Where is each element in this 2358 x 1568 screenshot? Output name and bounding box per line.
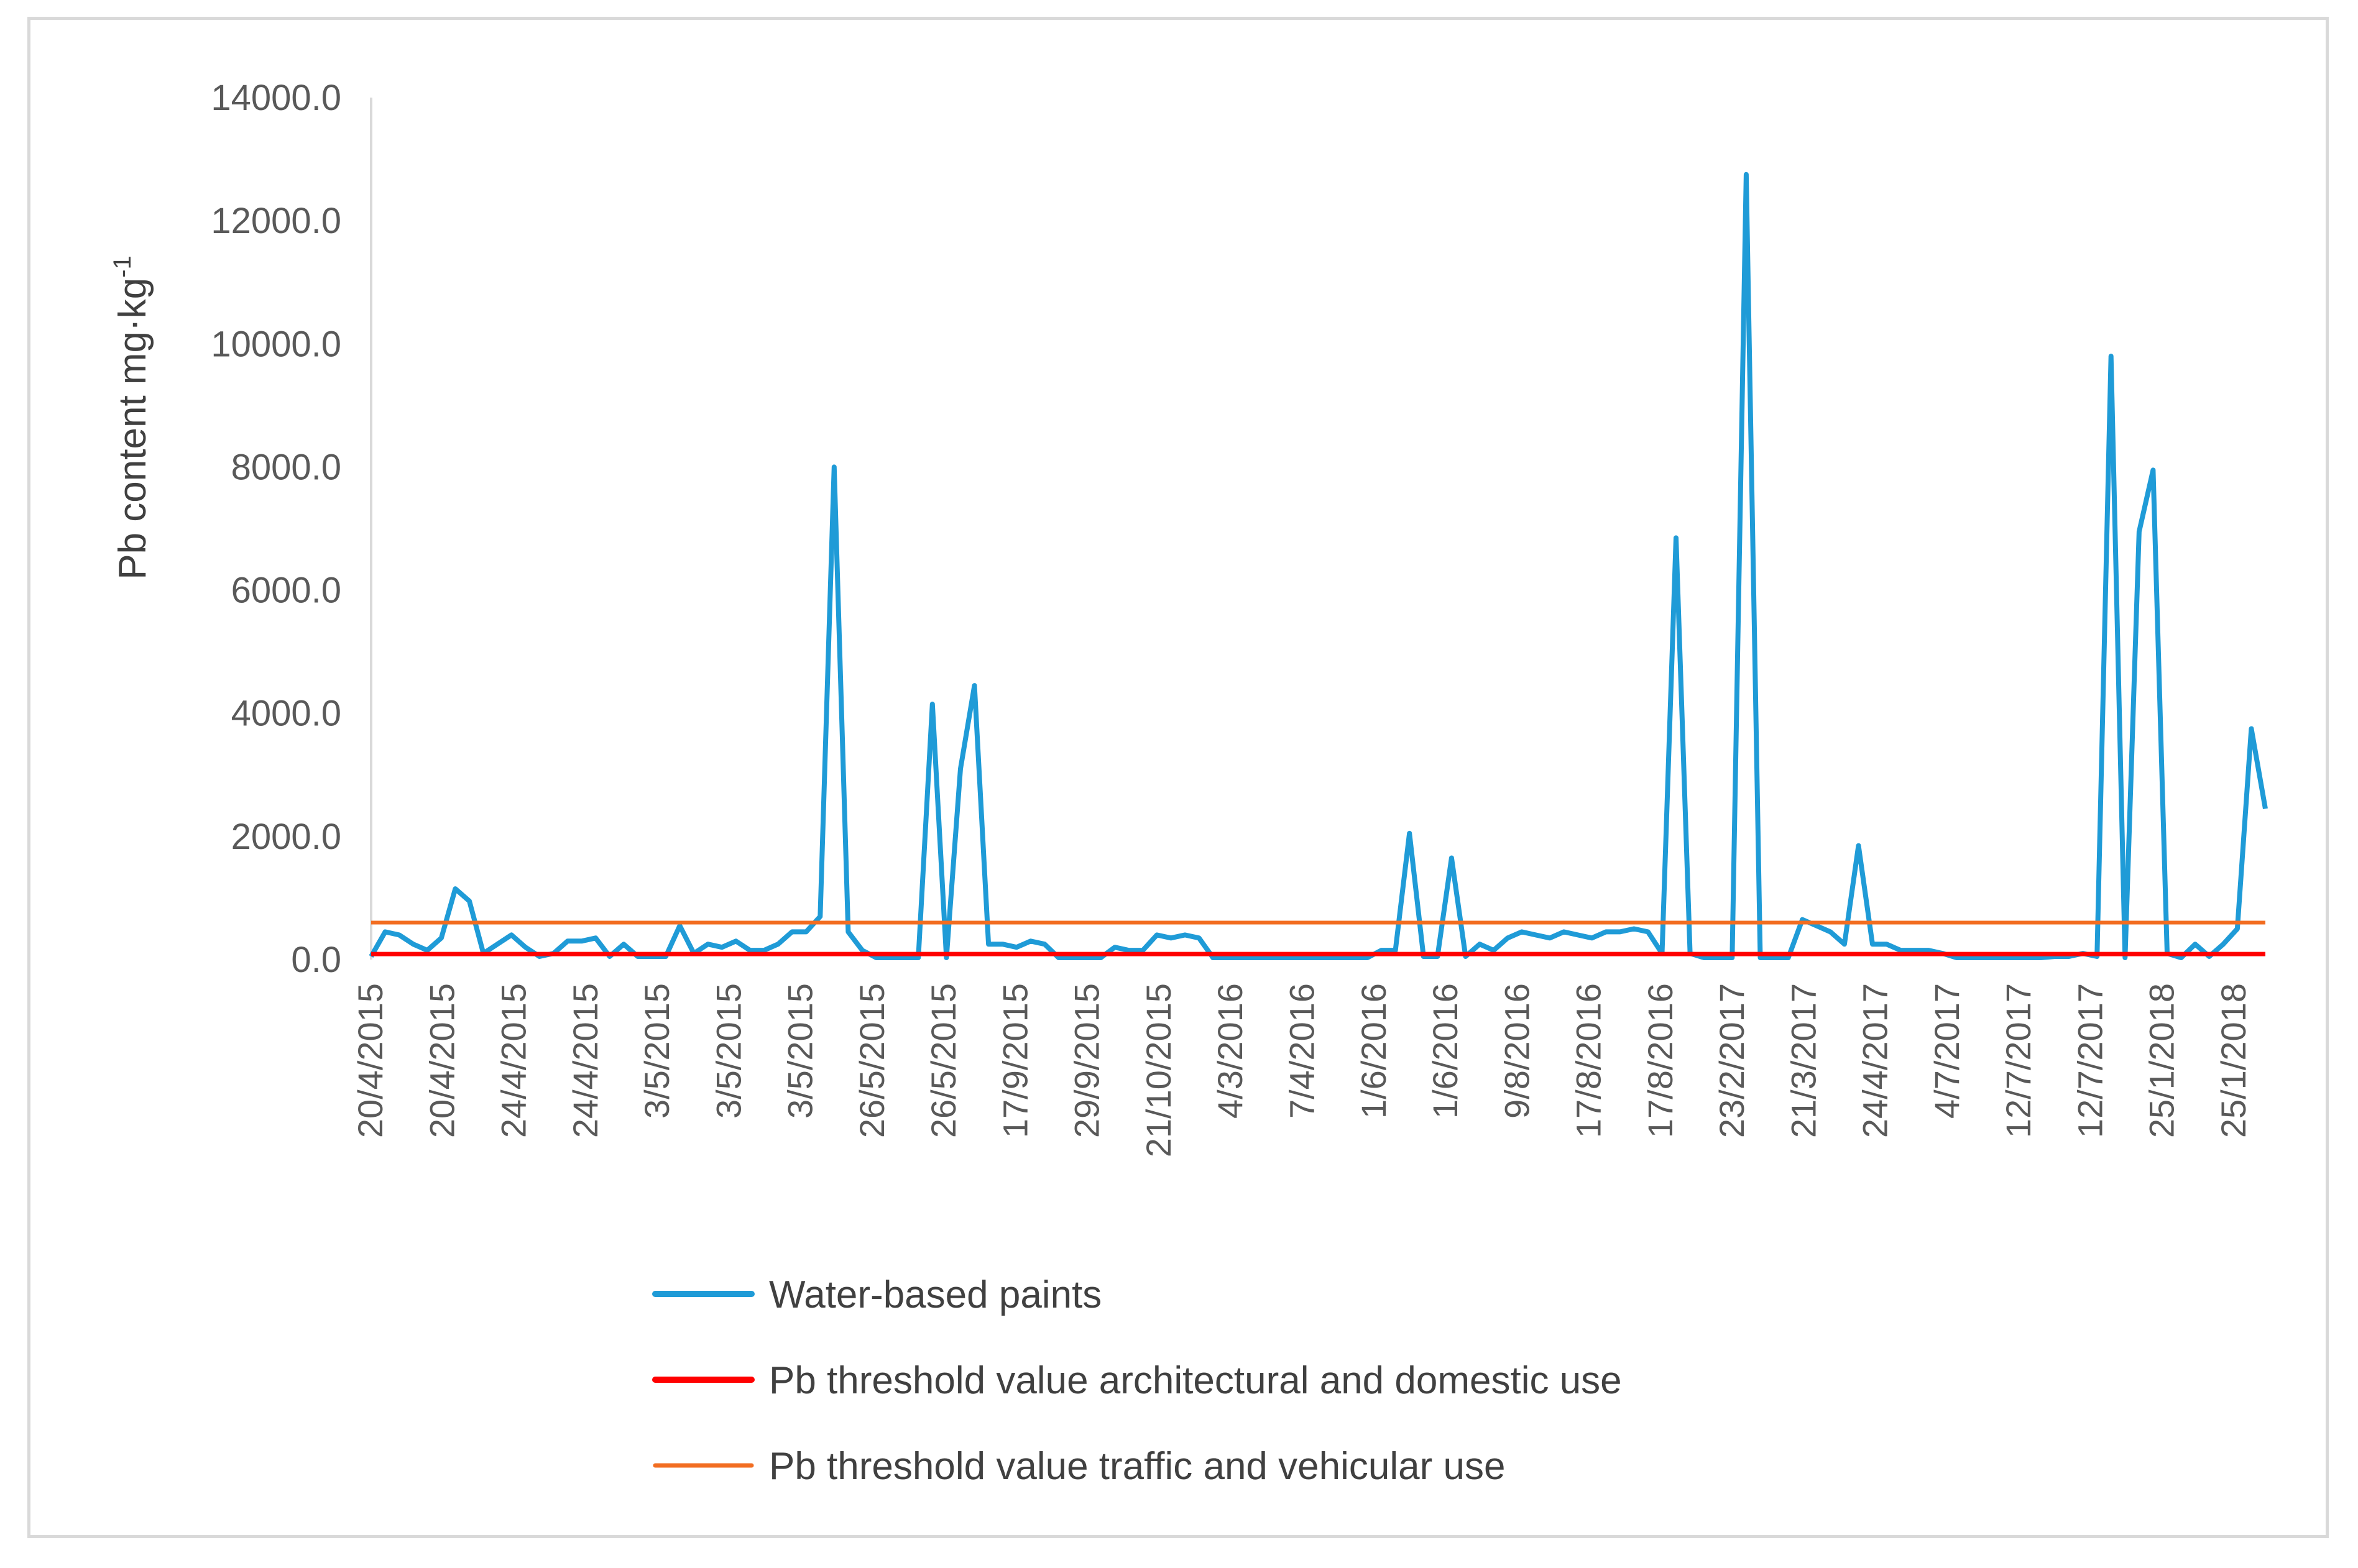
y-tick-label: 10000.0 bbox=[211, 324, 341, 364]
x-tick-label: 20/4/2015 bbox=[422, 983, 461, 1138]
chart-frame: 0.0 2000.0 4000.0 6000.0 8000.0 10000.0 12000.… bbox=[27, 17, 2329, 1538]
x-tick-label: 17/8/2016 bbox=[1641, 983, 1680, 1138]
x-tick-label: 4/7/2017 bbox=[1927, 983, 1966, 1119]
legend: Water-based paints Pb threshold value ar… bbox=[652, 1273, 1622, 1488]
x-tick-label: 12/7/2017 bbox=[2070, 983, 2109, 1138]
x-tick-label: 7/4/2016 bbox=[1283, 983, 1322, 1119]
x-tick-label: 23/2/2017 bbox=[1712, 983, 1751, 1138]
x-tick-label: 9/8/2016 bbox=[1497, 983, 1536, 1119]
x-tick-label: 20/4/2015 bbox=[351, 983, 390, 1138]
x-tick-label: 17/9/2015 bbox=[995, 983, 1034, 1138]
y-tick-label: 2000.0 bbox=[231, 817, 341, 857]
x-tick-label: 4/3/2016 bbox=[1210, 983, 1250, 1119]
y-tick-label: 8000.0 bbox=[231, 447, 341, 487]
y-tick-label: 0.0 bbox=[291, 940, 341, 980]
y-tick-label: 12000.0 bbox=[211, 201, 341, 241]
x-tick-label: 26/5/2015 bbox=[852, 983, 891, 1138]
x-tick-label: 29/9/2015 bbox=[1067, 983, 1107, 1138]
x-tick-label: 25/1/2018 bbox=[2214, 983, 2253, 1138]
x-tick-label: 3/5/2015 bbox=[781, 983, 820, 1119]
x-tick-label: 24/4/2015 bbox=[494, 983, 533, 1138]
x-tick-label: 17/8/2016 bbox=[1569, 983, 1608, 1138]
legend-label-traffic-threshold: Pb threshold value traffic and vehicular… bbox=[769, 1445, 1505, 1488]
series-line-water-based-paints bbox=[369, 172, 2268, 960]
x-tick-label: 3/5/2015 bbox=[709, 983, 748, 1119]
y-tick-label: 14000.0 bbox=[211, 78, 341, 118]
x-tick-label: 25/1/2018 bbox=[2142, 983, 2181, 1138]
x-tick-label: 24/4/2017 bbox=[1856, 983, 1895, 1138]
line-chart: 0.0 2000.0 4000.0 6000.0 8000.0 10000.0 12000.… bbox=[109, 78, 2268, 1488]
x-tick-label: 3/5/2015 bbox=[637, 983, 676, 1119]
y-tick-label: 6000.0 bbox=[231, 571, 341, 611]
legend-label-architectural-threshold: Pb threshold value architectural and dom… bbox=[769, 1359, 1622, 1402]
x-tick-label: 21/10/2015 bbox=[1139, 983, 1178, 1157]
y-tick-label: 4000.0 bbox=[231, 694, 341, 734]
x-tick-label: 1/6/2016 bbox=[1354, 983, 1393, 1119]
x-tick-label: 12/7/2017 bbox=[1999, 983, 2038, 1138]
y-axis-title-text: Pb content mg·kg bbox=[111, 278, 154, 580]
x-tick-label: 1/6/2016 bbox=[1425, 983, 1465, 1119]
y-axis-title: Pb content mg·kg-1 bbox=[109, 255, 154, 580]
y-axis-title-superscript: -1 bbox=[109, 255, 136, 278]
x-tick-label: 26/5/2015 bbox=[924, 983, 963, 1138]
x-tick-label: 21/3/2017 bbox=[1784, 983, 1823, 1138]
legend-label-water-based-paints: Water-based paints bbox=[769, 1273, 1102, 1316]
x-tick-label: 24/4/2015 bbox=[566, 983, 605, 1138]
